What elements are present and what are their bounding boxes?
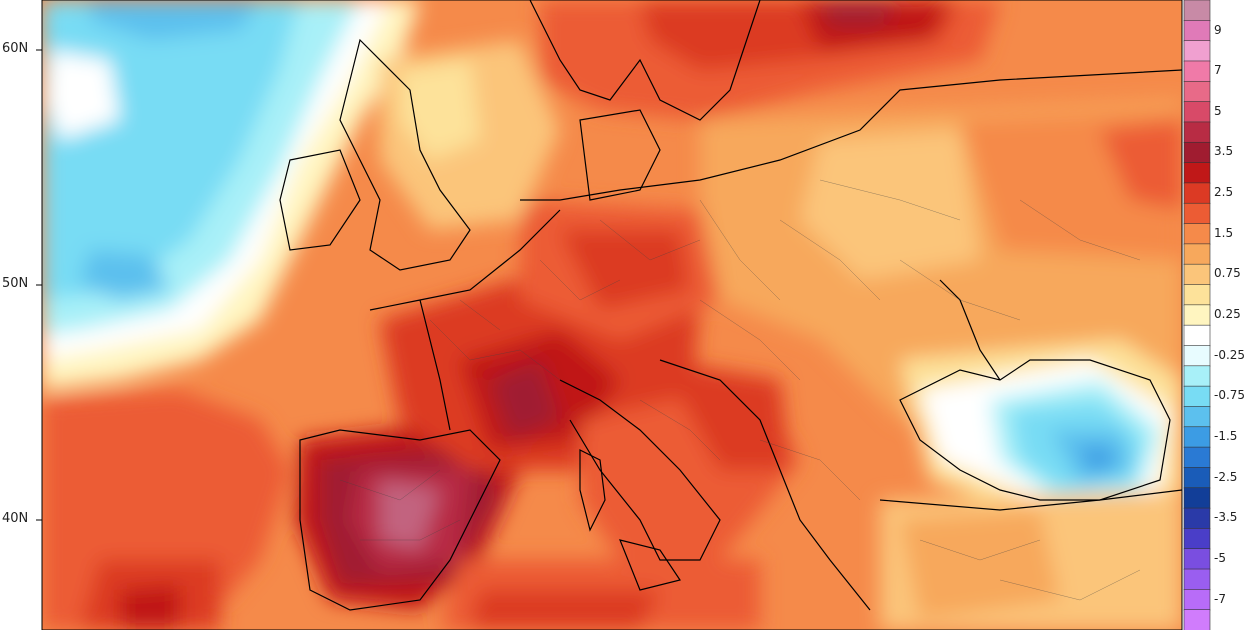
colorbar-swatch [1183,162,1211,184]
colorbar-swatch [1183,528,1211,550]
colorbar-swatch [1183,345,1211,367]
colorbar-label: -0.25 [1214,347,1246,362]
colorbar-swatch [1183,182,1211,205]
colorbar-swatch [1183,223,1211,245]
colorbar-label: 5 [1214,103,1222,118]
region-borders [339,179,1141,601]
colorbar-swatch [1183,20,1211,42]
colorbar-swatch [1183,365,1211,387]
colorbar-swatch [1183,121,1211,144]
colorbar-swatch [1183,263,1211,286]
colorbar-swatch [1183,487,1211,509]
colorbar-swatch [1183,324,1211,347]
colorbar-swatch [1183,243,1211,265]
colorbar-swatch [1183,467,1211,489]
colorbar-label: 0.75 [1214,266,1241,281]
colorbar-label: 3.5 [1214,144,1234,159]
colorbar-label: -3.5 [1214,510,1238,525]
colorbar-label: -2.5 [1214,469,1238,484]
colorbar-swatch [1183,446,1211,469]
colorbar-swatch [1183,589,1211,611]
colorbar-swatch [1183,385,1211,408]
lat-label-60n: 60N [2,41,29,56]
colorbar [1183,0,1211,630]
colorbar-label: 7 [1214,63,1222,78]
colorbar-label: -0.75 [1214,388,1246,403]
colorbar-swatch [1183,406,1211,428]
colorbar-swatch [1183,507,1211,530]
colorbar-label: 1.5 [1214,225,1234,240]
colorbar-label: -5 [1214,550,1226,565]
map-frame [41,0,1183,630]
colorbar-swatch [1183,568,1211,591]
colorbar-swatch [1183,60,1211,83]
colorbar-swatch [1183,80,1211,103]
colorbar-label: 9 [1214,22,1222,37]
colorbar-swatch [1183,141,1211,164]
anomaly-field [42,0,1182,630]
colorbar-swatch [1183,40,1211,62]
colorbar-swatch [1183,426,1211,448]
lat-label-50n: 50N [2,276,29,291]
coastlines [279,0,1182,611]
colorbar-label: 2.5 [1214,185,1234,200]
colorbar-label: 0.25 [1214,307,1241,321]
colorbar-label: -1.5 [1214,428,1238,443]
colorbar-swatch [1183,202,1211,225]
colorbar-swatch [1183,548,1211,570]
colorbar-swatch [1183,101,1211,123]
colorbar-swatch [1183,0,1211,22]
lat-label-40n: 40N [2,511,29,526]
colorbar-label: -7 [1214,591,1226,606]
colorbar-swatch [1183,284,1211,306]
colorbar-swatch [1183,304,1211,326]
colorbar-swatch [1183,609,1211,630]
